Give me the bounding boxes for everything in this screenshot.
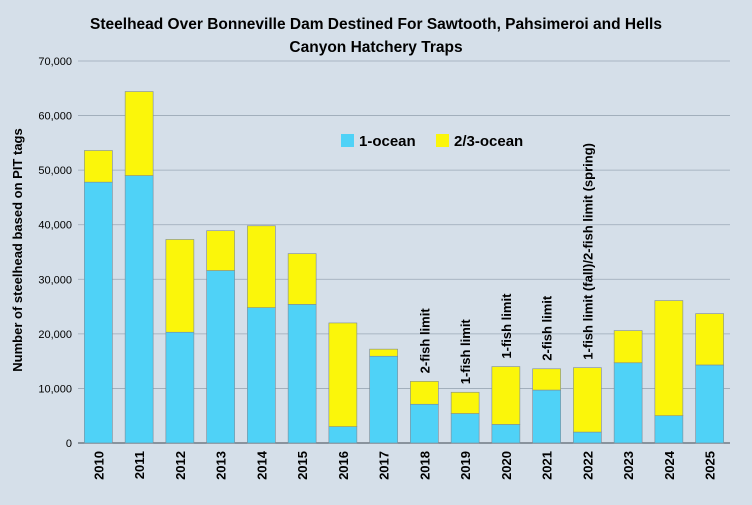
x-tick-label: 2019 [458,451,473,480]
annotation-2021: 2-fish limit [540,295,555,361]
bar-1-ocean-2015 [287,304,317,444]
bar-2-3-ocean-2025 [695,313,724,366]
x-tick-label: 2020 [499,451,514,480]
x-axis-ticks: 2010 2011 2012 2013 2014 2015 2016 2017 2018 2019… [91,450,717,480]
bar-1-ocean-2023 [613,362,643,444]
bar-1-ocean-2021 [532,389,561,444]
bar-2-3-ocean-2011 [124,91,154,176]
bar-1-ocean-2014 [247,307,276,444]
legend-swatch-2-3-ocean [436,134,449,147]
bar-1-ocean-2020 [491,424,521,444]
x-tick-label: 2021 [540,451,555,480]
y-tick-label: 40,000 [38,220,72,232]
bar-2-3-ocean-2018 [410,381,439,405]
x-tick-label: 2013 [214,451,229,480]
bar-2-3-ocean-2023 [613,330,643,364]
x-tick-label: 2023 [621,451,636,480]
annotation-2019: 1-fish limit [458,319,473,385]
bar-1-ocean-2013 [206,270,235,444]
bar-2-3-ocean-2013 [206,230,235,271]
y-axis-label: Number of steelhead based on PIT tags [10,128,25,371]
bar-1-ocean-2025 [695,364,724,444]
bar-2-3-ocean-2019 [450,391,480,414]
chart-title-line-2: Canyon Hatchery Traps [289,39,462,56]
x-tick-label: 2017 [377,451,392,480]
bar-2-3-ocean-2020 [491,366,521,425]
bar-1-ocean-2017 [369,355,398,444]
bar-2-3-ocean-2012 [165,239,195,333]
x-tick-label: 2011 [132,451,147,479]
bar-2-3-ocean-2015 [287,253,317,305]
x-tick-label: 2014 [254,450,269,480]
x-tick-label: 2015 [295,451,310,480]
legend-label-2-3-ocean: 2/3-ocean [454,133,523,150]
x-tick-label: 2022 [580,451,595,480]
bar-1-ocean-2011 [124,175,154,444]
annotation-2020: 1-fish limit [499,293,514,359]
y-tick-label: 70,000 [38,56,72,68]
x-tick-label: 2010 [91,451,106,480]
annotation-2022: 1-fish limit (fall)/2-fish limit (spring… [580,143,595,360]
x-tick-label: 2024 [662,450,677,480]
bar-1-ocean-2022 [573,431,602,444]
bar-1-ocean-2024 [654,415,684,444]
bar-2-3-ocean-2017 [369,348,398,357]
bar-2-3-ocean-2024 [654,300,684,417]
legend: 1-ocean 2/3-ocean [341,133,523,150]
bars [84,91,724,444]
bar-2-3-ocean-2010 [84,150,113,183]
annotations: 2-fish limit 1-fish limit 1-fish limit 2-fi… [417,143,595,384]
legend-swatch-1-ocean [341,134,354,147]
chart-title-line-1: Steelhead Over Bonneville Dam Destined F… [90,16,662,33]
bar-2-3-ocean-2016 [328,322,358,427]
x-tick-label: 2018 [417,451,432,480]
x-tick-label: 2012 [173,451,188,480]
y-tick-label: 0 [66,438,72,450]
bar-1-ocean-2018 [410,403,439,444]
y-tick-label: 20,000 [38,329,72,341]
bar-1-ocean-2019 [450,413,480,444]
bar-1-ocean-2010 [84,181,113,444]
y-tick-label: 10,000 [38,383,72,395]
legend-label-1-ocean: 1-ocean [359,133,416,150]
y-axis-ticks: 0 10,000 20,000 30,000 40,000 50,000 60,000 70,… [38,56,72,450]
y-tick-label: 60,000 [38,111,72,123]
bar-1-ocean-2016 [328,426,358,444]
y-tick-label: 30,000 [38,274,72,286]
y-tick-label: 50,000 [38,165,72,177]
bar-1-ocean-2012 [165,331,195,444]
annotation-2018: 2-fish limit [417,308,432,374]
x-tick-label: 2016 [336,451,351,480]
bar-2-3-ocean-2014 [247,225,276,308]
bar-2-3-ocean-2021 [532,368,561,391]
bar-2-3-ocean-2022 [573,367,602,433]
x-tick-label: 2025 [703,451,718,480]
